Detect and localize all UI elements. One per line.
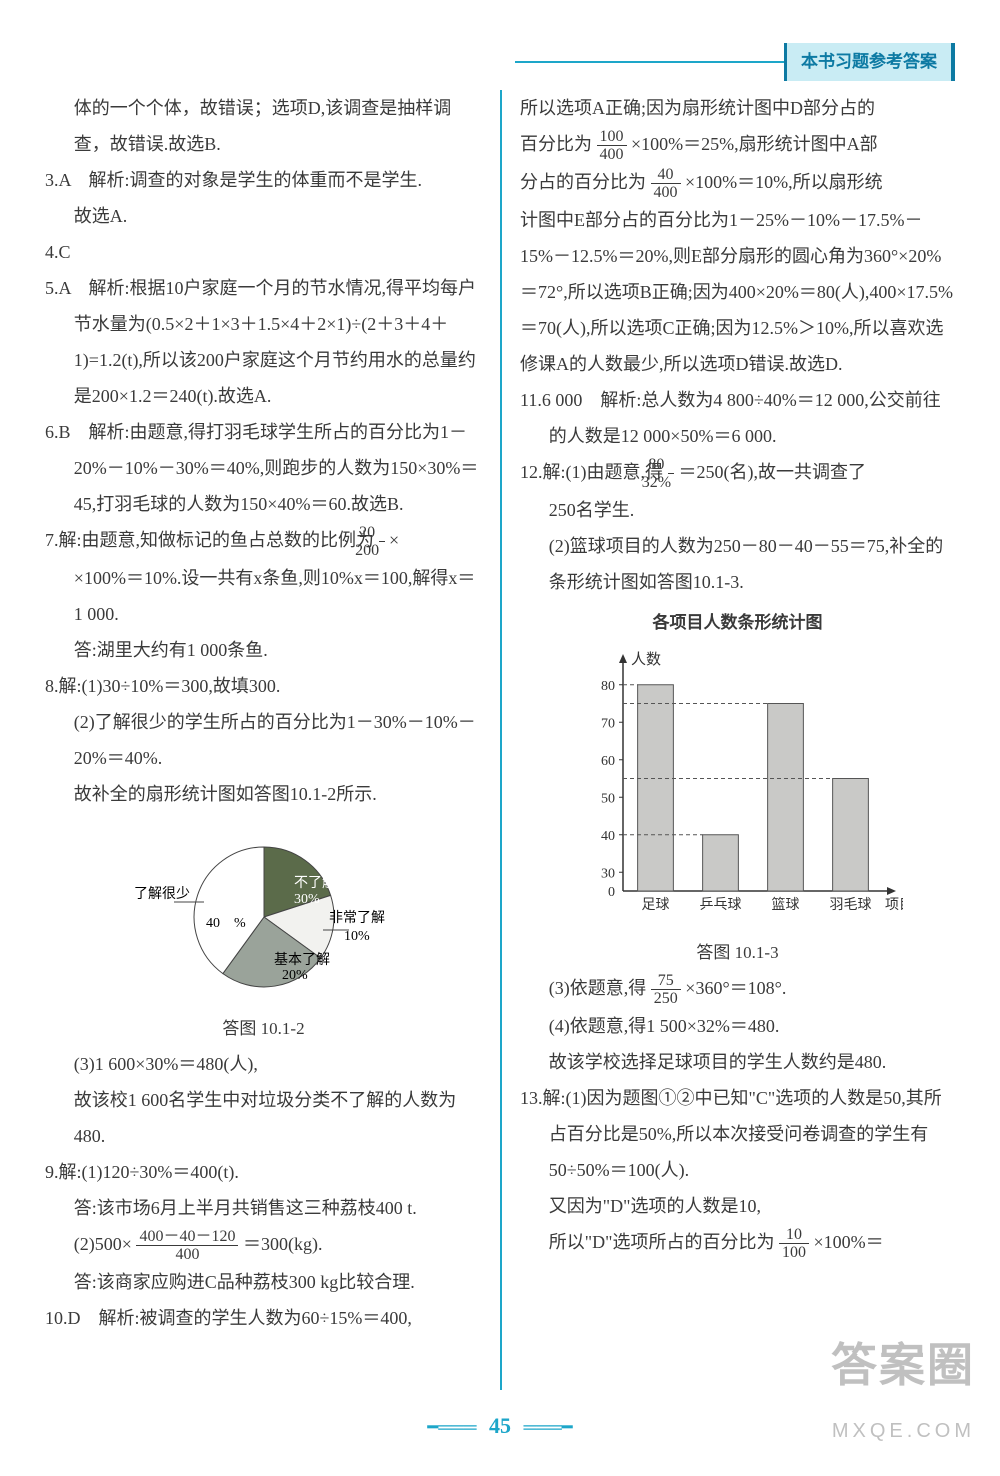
svg-text:60: 60	[601, 754, 615, 769]
svg-text:篮球: 篮球	[771, 897, 799, 913]
page-number: 45	[481, 1413, 519, 1438]
pie-chart-10-1-2: 不了解 30% 基本了解 20% 40 % 非常了解 10% 了解很少 答图 1…	[134, 822, 394, 1046]
answer-7-pre: 7.解:由题意,知做标记的鱼占总数的比例为	[45, 530, 374, 550]
r-p1d: 计图中E部分占的百分比为1－25%－10%－17.5%－15%－12.5%＝20…	[520, 202, 955, 382]
answer-7: 7.解:由题意,知做标记的鱼占总数的比例为 20 200 ×	[45, 522, 482, 560]
pie-label-3s: 40 %	[206, 916, 246, 931]
answer-11: 11.6 000 解析:总人数为4 800÷40%＝12 000,公交前往的人数…	[520, 382, 955, 454]
fraction-75-250: 75 250	[651, 972, 681, 1008]
pie-label-0s: 30%	[294, 892, 320, 907]
answer-8-d: (3)1 600×30%＝480(人),	[45, 1046, 482, 1082]
answer-12-e: (4)依题意,得1 500×32%＝480.	[520, 1008, 955, 1044]
pie-svg: 不了解 30% 基本了解 20% 40 % 非常了解 10% 了解很少	[134, 822, 394, 1012]
fraction-40-400: 40 400	[651, 166, 681, 202]
answer-13-b: 又因为"D"选项的人数是10,	[520, 1188, 955, 1224]
fraction-300kg: 400－40－120 400	[136, 1228, 238, 1264]
fraction-100-400: 100 400	[597, 128, 627, 164]
answer-8-a: 8.解:(1)30÷10%＝300,故填300.	[45, 668, 482, 704]
answer-10: 10.D 解析:被调查的学生人数为60÷15%＝400,	[45, 1300, 482, 1336]
answer-2-cont: 体的一个个体，故错误；选项D,该调查是抽样调查，故错误.故选B.	[45, 90, 482, 162]
answer-13-a: 13.解:(1)因为题图①②中已知"C"选项的人数是50,其所占百分比是50%,…	[520, 1080, 955, 1188]
page-deco-right: ═══━	[524, 1417, 573, 1437]
r-p1c: 分占的百分比为 40 400 ×100%＝10%,所以扇形统	[520, 164, 955, 202]
answer-3-b: 故选A.	[45, 198, 482, 234]
pie-out-1: 非常了解	[329, 910, 385, 926]
answer-4: 4.C	[45, 234, 482, 270]
answer-12-d: (3)依题意,得 75 250 ×360°＝108°.	[520, 970, 955, 1008]
page-header: 本书习题参考答案	[515, 48, 955, 76]
pie-out-1s: 10%	[344, 929, 370, 944]
svg-text:80: 80	[601, 679, 615, 694]
watermark-big: 答案圈	[831, 1319, 975, 1411]
fraction-10-100: 10 100	[779, 1226, 809, 1262]
svg-text:50: 50	[601, 791, 615, 806]
answer-12-b: 250名学生.	[520, 492, 955, 528]
answer-9-a: 9.解:(1)120÷30%＝400(t).	[45, 1154, 482, 1190]
pie-out-3: 了解很少	[134, 886, 190, 902]
answer-8-c: 故补全的扇形统计图如答图10.1-2所示.	[45, 776, 482, 812]
svg-text:项目: 项目	[885, 898, 903, 913]
svg-text:羽毛球: 羽毛球	[829, 897, 871, 913]
bar-title: 各项目人数条形统计图	[520, 606, 955, 640]
pie-label-0: 不了解	[294, 875, 336, 891]
bar-chart-10-1-3: 30 40 50 60 70 80 人数足球 乒乓球 篮球 羽毛球项目 0 答图 10.1-3	[573, 646, 903, 970]
left-column: 体的一个个体，故错误；选项D,该调查是抽样调查，故错误.故选B. 3.A 解析:…	[45, 90, 500, 1390]
watermark-small: MXQE.COM	[831, 1411, 975, 1451]
answer-12-c: (2)篮球项目的人数为250－80－40－55＝75,补全的条形统计图如答图10…	[520, 528, 955, 600]
r-p1a: 所以选项A正确;因为扇形统计图中D部分占的	[520, 90, 955, 126]
svg-text:足球: 足球	[641, 897, 669, 913]
svg-text:0: 0	[608, 885, 615, 900]
watermark: 答案圈 MXQE.COM	[831, 1319, 975, 1451]
fraction-20-200: 20 200	[379, 524, 385, 560]
answer-3: 3.A 解析:调查的对象是学生的体重而不是学生.	[45, 162, 482, 198]
pie-caption: 答图 10.1-2	[134, 1012, 394, 1046]
answer-12-f: 故该学校选择足球项目的学生人数约是480.	[520, 1044, 955, 1080]
bar-caption: 答图 10.1-3	[573, 936, 903, 970]
svg-text:70: 70	[601, 716, 615, 731]
pie-label-2: 基本了解	[274, 951, 330, 968]
two-column-layout: 体的一个个体，故错误；选项D,该调查是抽样调查，故错误.故选B. 3.A 解析:…	[45, 90, 955, 1390]
page-deco-left: ━═══	[427, 1417, 476, 1437]
svg-text:40: 40	[601, 829, 615, 844]
answer-7-post1: ×	[389, 530, 399, 550]
answer-9-b: 答:该市场6月上半月共销售这三种荔枝400 t.	[45, 1190, 482, 1226]
answer-5: 5.A 解析:根据10户家庭一个月的节水情况,得平均每户节水量为(0.5×2＋1…	[45, 270, 482, 414]
answer-9-c: (2)500× 400－40－120 400 ＝300(kg).	[45, 1226, 482, 1264]
svg-text:30: 30	[601, 866, 615, 881]
r-p1b: 百分比为 100 400 ×100%＝25%,扇形统计图中A部	[520, 126, 955, 164]
answer-8-b: (2)了解很少的学生所占的百分比为1－30%－10%－20%＝40%.	[45, 704, 482, 776]
answer-9-d: 答:该商家应购进C品种荔枝300 kg比较合理.	[45, 1264, 482, 1300]
answer-13-c: 所以"D"选项所占的百分比为 10 100 ×100%＝	[520, 1224, 955, 1262]
answer-6: 6.B 解析:由题意,得打羽毛球学生所占的百分比为1－20%－10%－30%＝4…	[45, 414, 482, 522]
header-rule	[515, 61, 784, 63]
fraction-80-32: 80 32%	[668, 456, 675, 492]
answer-8-e: 故该校1 600名学生中对垃圾分类不了解的人数为480.	[45, 1082, 482, 1154]
bar-svg: 30 40 50 60 70 80 人数足球 乒乓球 篮球 羽毛球项目 0	[573, 646, 903, 936]
answer-12-a: 12.解:(1)由题意,得 80 32% ＝250(名),故一共调查了	[520, 454, 955, 492]
svg-text:乒乓球: 乒乓球	[699, 897, 741, 913]
right-column: 所以选项A正确;因为扇形统计图中D部分占的 百分比为 100 400 ×100%…	[500, 90, 955, 1390]
svg-text:人数: 人数	[631, 651, 661, 668]
answer-7-b: ×100%＝10%.设一共有x条鱼,则10%x＝100,解得x＝1 000.	[45, 560, 482, 632]
pie-label-2s: 20%	[282, 968, 308, 983]
answer-7-c: 答:湖里大约有1 000条鱼.	[45, 632, 482, 668]
header-title: 本书习题参考答案	[784, 43, 955, 81]
